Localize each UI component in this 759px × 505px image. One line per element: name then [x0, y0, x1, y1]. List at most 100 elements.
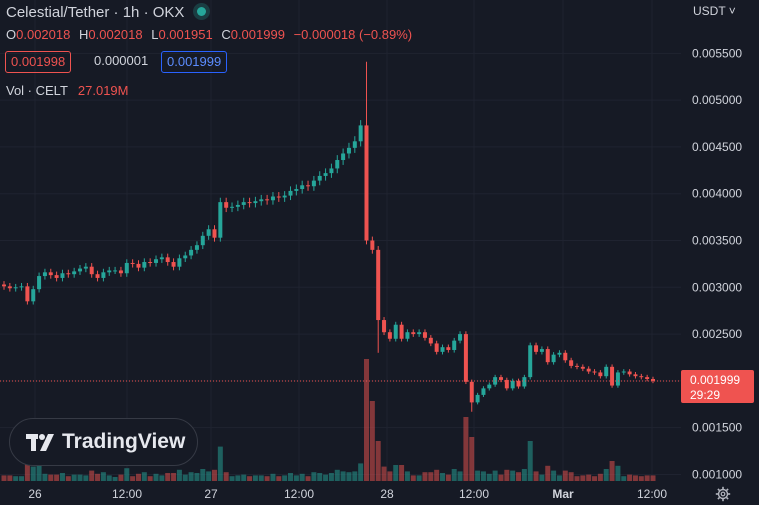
x-tick-label: 12:00	[112, 487, 142, 501]
candle-body	[358, 125, 363, 142]
volume-bar	[200, 469, 206, 481]
candle-body	[615, 372, 620, 386]
candle-body	[230, 206, 235, 208]
volume-bar	[258, 475, 264, 481]
candle-body	[645, 377, 650, 379]
x-tick-label: 27	[204, 487, 218, 501]
candle-body	[639, 376, 644, 378]
candle-body	[569, 360, 574, 366]
last-price-label: 0.001999 29:29	[681, 370, 754, 403]
candle-body	[42, 272, 47, 277]
volume-bar	[282, 475, 288, 481]
volume-bar	[247, 476, 253, 481]
volume-bar	[153, 473, 159, 481]
volume-bar	[586, 474, 592, 481]
volume-bar	[311, 472, 317, 481]
candle-body	[387, 332, 392, 339]
market-open-status-icon	[196, 7, 206, 16]
candle-body	[452, 340, 457, 350]
volume-bar	[475, 470, 481, 481]
buy-price-button[interactable]: 0.001999	[161, 51, 228, 73]
y-tick-label: 0.004000	[692, 187, 742, 201]
candle-body	[633, 374, 638, 377]
candle-body	[434, 343, 439, 352]
candle-body	[282, 195, 287, 198]
y-tick-label: 0.001000	[692, 467, 742, 481]
candle-body	[101, 272, 106, 278]
currency-selector[interactable]: USDT ˅	[693, 4, 736, 18]
volume-bar	[440, 473, 446, 481]
y-tick-label: 0.003500	[692, 234, 742, 248]
volume-bar	[416, 475, 422, 481]
volume-bar	[393, 465, 399, 481]
candle-body	[142, 262, 147, 268]
open-value: 0.002018	[16, 27, 71, 42]
x-tick-label: 12:00	[637, 487, 667, 501]
candle-body	[481, 388, 486, 395]
candle-body	[7, 286, 12, 289]
brand-name: TradingView	[62, 430, 186, 453]
volume-bar	[568, 472, 574, 481]
x-tick-label: Mar	[552, 487, 574, 501]
volume-bar	[89, 470, 95, 481]
volume-bar	[434, 469, 440, 481]
volume-bar	[24, 464, 30, 481]
volume-bar	[182, 474, 188, 481]
candle-body	[25, 286, 30, 302]
candle-body	[294, 189, 299, 191]
volume-bar	[188, 472, 194, 481]
candle-body	[189, 249, 194, 256]
volume-bar	[276, 476, 282, 481]
volume-bar	[486, 473, 492, 481]
x-tick-label: 26	[28, 487, 42, 501]
volume-bar	[264, 476, 270, 481]
candle-body	[306, 185, 311, 187]
volume-bar	[609, 461, 615, 481]
volume-value: 27.019M	[77, 83, 129, 98]
symbol-title[interactable]: Celestial/Tether · 1h · OKX	[6, 4, 185, 21]
volume-bar	[124, 468, 130, 481]
chart-title: Celestial/Tether · 1h · OKX	[6, 4, 206, 21]
volume-bar	[130, 476, 136, 481]
volume-bar	[597, 473, 603, 481]
tradingview-logo-badge[interactable]: TradingView	[9, 418, 198, 466]
volume-bar	[615, 465, 621, 481]
gear-icon[interactable]	[715, 486, 731, 502]
volume-bar	[299, 473, 305, 481]
candle-body	[417, 332, 422, 335]
candle-body	[458, 334, 463, 341]
volume-bar	[106, 475, 112, 481]
volume-bar	[159, 475, 165, 481]
candle-body	[498, 377, 503, 380]
close-label: C	[221, 27, 231, 42]
candle-body	[177, 258, 182, 267]
volume-bar	[352, 471, 358, 481]
volume-bar	[19, 476, 25, 481]
candle-body	[148, 262, 153, 264]
candle-body	[621, 371, 626, 373]
candle-body	[580, 366, 585, 369]
candle-body	[83, 266, 88, 269]
high-label: H	[78, 27, 89, 42]
volume-bar	[118, 474, 124, 481]
candle-body	[592, 371, 597, 373]
volume-bar	[223, 472, 229, 481]
y-tick-label: 0.001500	[692, 421, 742, 435]
candle-body	[557, 352, 562, 355]
volume-bar	[457, 471, 463, 481]
candle-body	[31, 289, 36, 302]
volume-bar	[516, 472, 522, 481]
x-tick-label: 12:00	[284, 487, 314, 501]
candle-body	[224, 202, 229, 208]
volume-bar	[135, 473, 141, 481]
candle-body	[411, 332, 416, 335]
volume-bar	[381, 466, 387, 481]
volume-bar	[30, 466, 36, 481]
candle-body	[200, 235, 205, 246]
volume-bar	[176, 469, 182, 481]
volume-bar	[422, 472, 428, 481]
candle-body	[37, 276, 42, 290]
volume-bar	[59, 473, 65, 481]
sell-price-button[interactable]: 0.001998	[5, 51, 72, 73]
